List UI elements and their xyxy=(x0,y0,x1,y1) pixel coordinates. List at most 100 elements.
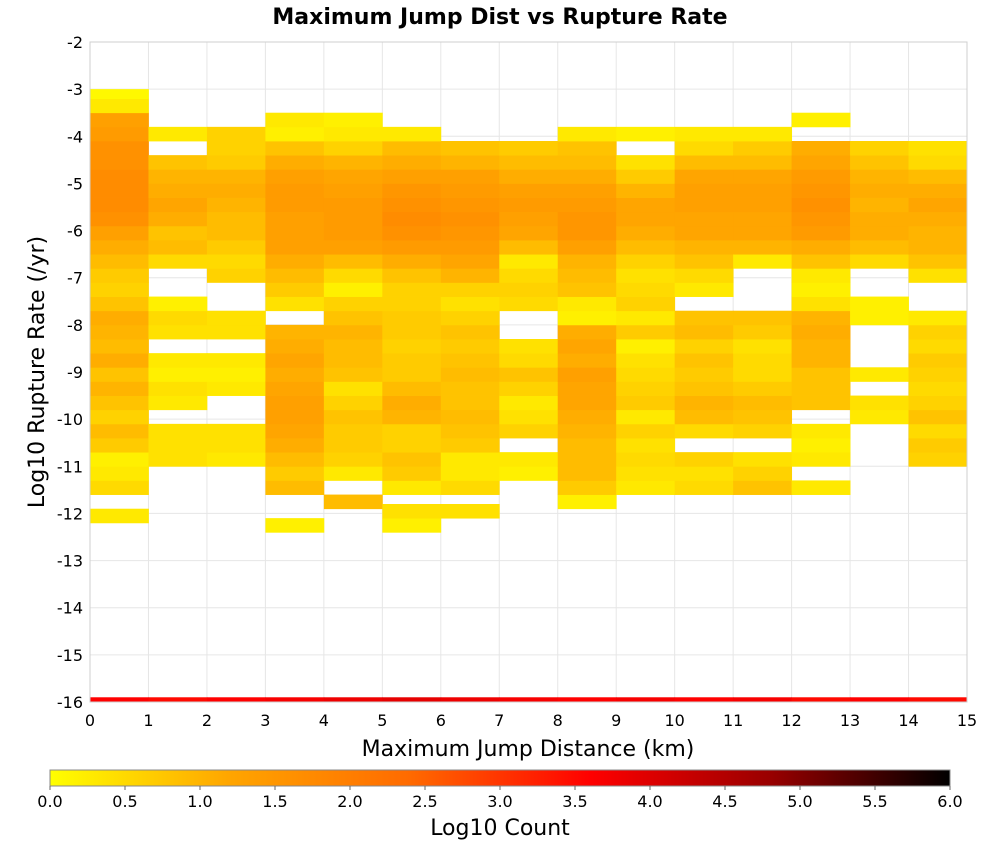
heatmap-cell xyxy=(557,423,617,439)
heatmap-cell xyxy=(791,268,851,283)
heatmap-cell xyxy=(557,211,617,227)
heatmap-cell xyxy=(908,423,968,439)
heatmap-cell xyxy=(90,367,149,382)
heatmap-cell xyxy=(323,268,383,283)
heatmap-cell xyxy=(90,126,149,142)
heatmap-cell xyxy=(206,183,266,198)
heatmap-cell xyxy=(733,395,792,411)
colorbar-tick-label: 2.5 xyxy=(412,792,437,811)
y-tick-label: -5 xyxy=(67,174,83,193)
colorbar-tick-label: 1.0 xyxy=(187,792,212,811)
heatmap-cell xyxy=(674,254,734,269)
heatmap-cell xyxy=(557,409,617,425)
heatmap-cell xyxy=(674,409,734,425)
colorbar-ticks: 0.0 0.5 1.0 1.5 2.0 2.5 3.0 3.5 4.0 4.5 5.0 5.5 6.0 xyxy=(37,786,963,811)
heatmap-cell xyxy=(616,697,676,703)
heatmap-cell xyxy=(674,353,734,368)
heatmap-cell xyxy=(90,423,149,439)
heatmap-cell xyxy=(382,381,442,396)
heatmap-cell xyxy=(616,438,676,453)
heatmap-cell xyxy=(557,494,617,510)
heatmap-cell xyxy=(265,480,325,495)
x-tick-label: 10 xyxy=(664,711,684,730)
heatmap-cell xyxy=(499,141,559,156)
heatmap-cell xyxy=(90,240,149,255)
heatmap-cell xyxy=(90,480,149,495)
heatmap-cell xyxy=(674,141,734,156)
heatmap-cell xyxy=(382,211,442,227)
heatmap-cell xyxy=(206,240,266,255)
heatmap-cell xyxy=(323,296,383,312)
x-tick-label: 3 xyxy=(260,711,270,730)
heatmap-cell xyxy=(440,324,500,340)
heatmap-cell xyxy=(908,697,968,703)
heatmap-cell xyxy=(265,169,325,184)
heatmap-cell xyxy=(791,197,851,213)
heatmap-cell xyxy=(206,197,266,213)
heatmap-cell xyxy=(499,169,559,184)
heatmap-cell xyxy=(674,423,734,439)
heatmap-cell xyxy=(616,324,676,340)
colorbar-tick-label: 4.0 xyxy=(637,792,662,811)
heatmap-cell xyxy=(382,339,442,354)
colorbar-tick-label: 2.0 xyxy=(337,792,362,811)
heatmap-cell xyxy=(265,211,325,227)
heatmap-cell xyxy=(440,452,500,467)
heatmap-cell xyxy=(733,480,792,495)
heatmap-cell xyxy=(148,211,208,227)
heatmap-cell xyxy=(440,395,500,411)
heatmap-cell xyxy=(148,697,208,703)
heatmap-cell xyxy=(674,268,734,283)
heatmap-cell xyxy=(440,197,500,213)
heatmap-cell xyxy=(733,126,792,142)
heatmap-cell xyxy=(791,225,851,241)
heatmap-cell xyxy=(323,141,383,156)
heatmap-cell xyxy=(791,155,851,170)
heatmap-cell xyxy=(440,438,500,453)
y-tick-label: -7 xyxy=(67,269,83,288)
heatmap-cell xyxy=(733,197,792,213)
heatmap-cell xyxy=(557,452,617,467)
heatmap-cell xyxy=(90,353,149,368)
heatmap-cell xyxy=(382,518,442,533)
heatmap-cell xyxy=(499,423,559,439)
heatmap-cell xyxy=(206,310,266,326)
heatmap-cell xyxy=(908,169,968,184)
heatmap-cell xyxy=(323,169,383,184)
heatmap-cell xyxy=(440,423,500,439)
heatmap-cell xyxy=(382,409,442,425)
y-tick-label: -14 xyxy=(57,599,83,618)
heatmap-cell xyxy=(499,353,559,368)
heatmap-cell xyxy=(206,268,266,283)
heatmap-cell xyxy=(265,367,325,382)
y-tick-label: -10 xyxy=(57,410,83,429)
heatmap-cell xyxy=(908,268,968,283)
heatmap-cell xyxy=(206,254,266,269)
heatmap-cell xyxy=(557,339,617,354)
heatmap-cell xyxy=(616,339,676,354)
heatmap-cell xyxy=(674,240,734,255)
x-tick-label: 1 xyxy=(143,711,153,730)
heatmap-cell xyxy=(557,254,617,269)
heatmap-cell xyxy=(499,183,559,198)
heatmap-cell xyxy=(265,353,325,368)
heatmap-cell xyxy=(206,367,266,382)
heatmap-cell xyxy=(850,310,909,326)
heatmap-cell xyxy=(850,367,909,382)
heatmap-cell xyxy=(674,395,734,411)
heatmap-cell xyxy=(791,480,851,495)
heatmap-cell xyxy=(791,282,851,297)
heatmap-cell xyxy=(674,452,734,467)
heatmap-cell xyxy=(616,126,676,142)
heatmap-cell xyxy=(557,183,617,198)
heatmap-cell xyxy=(323,367,383,382)
heatmap-cell xyxy=(791,183,851,198)
heatmap-cell xyxy=(674,169,734,184)
heatmap-cell xyxy=(733,339,792,354)
heatmap-cell xyxy=(90,324,149,340)
heatmap-cell xyxy=(733,697,792,703)
heatmap-cell xyxy=(850,296,909,312)
heatmap-cell xyxy=(382,197,442,213)
